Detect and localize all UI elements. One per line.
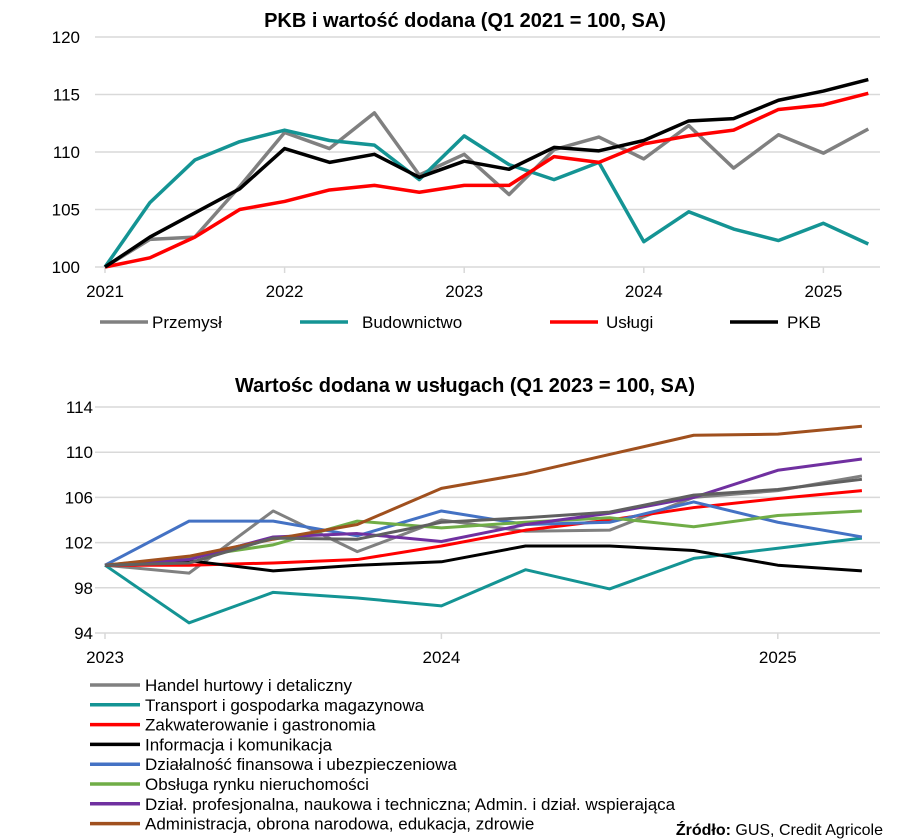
chart-1-series-line-us-ugi	[104, 91, 869, 269]
chart-1-title: PKB i wartość dodana (Q1 2021 = 100, SA)	[264, 10, 666, 32]
chart-2-legend-label: Obsługa rynku nieruchomości	[145, 775, 369, 794]
chart-2-series-line-dzia-alno-finansowa-i-ubezpieczeniowa	[104, 500, 863, 567]
chart-1-x-tick-label: 2021	[86, 282, 124, 301]
chart-1-series-line-pkb	[104, 77, 869, 269]
chart-1-legend-label: PKB	[787, 313, 821, 332]
chart-1-y-tick-label: 110	[53, 143, 80, 162]
chart-2-legend-label: Informacja i komunikacja	[145, 735, 333, 754]
chart-2-legend-label: Dział. profesjonalna, naukowa i technicz…	[145, 795, 676, 814]
chart-2-series-line-administracja-obrona-narodowa-edukacja-zdrowie	[104, 424, 863, 567]
chart-2-x-tick-label: 2025	[759, 648, 797, 667]
chart-1-x-tick-label: 2025	[804, 282, 842, 301]
chart-2-y-tick-label: 98	[74, 579, 93, 598]
source-label: Źródło:	[676, 820, 731, 839]
chart-2-y-tick-label: 110	[66, 443, 93, 462]
chart-2-series-line-unlabeled	[104, 477, 863, 567]
chart-2-y-tick-label: 114	[66, 398, 93, 417]
chart-1-series-line-budownictwo	[103, 128, 870, 269]
chart-2-title: Wartośc dodana w usługach (Q1 2023 = 100…	[235, 375, 695, 397]
chart-1-legend-label: Przemysł	[152, 313, 222, 332]
chart-2-legend-label: Działalność finansowa i ubezpieczeniowa	[145, 755, 457, 774]
chart-1-x-tick-label: 2024	[625, 282, 663, 301]
chart-1-legend-label: Budownictwo	[362, 313, 462, 332]
chart-2-legend-label: Administracja, obrona narodowa, edukacja…	[145, 815, 534, 834]
chart-2-legend-label: Handel hurtowy i detaliczny	[145, 676, 352, 695]
chart-1-y-tick-label: 105	[52, 201, 80, 220]
chart-2-legend-label: Transport i gospodarka magazynowa	[145, 696, 425, 715]
chart-1-series-line-przemys-	[104, 111, 870, 269]
chart-1-y-tick-label: 115	[53, 86, 80, 105]
chart-1: 100 105 110 115 120 2021 2022 2023 2024 2025 Przem…	[52, 28, 880, 332]
chart-2-series-line-informacja-i-komunikacja	[104, 544, 863, 573]
chart-2-series-line-transport-i-gospodarka-magazynowa	[104, 536, 863, 625]
chart-1-y-tick-label: 100	[52, 258, 80, 277]
chart-2-y-tick-label: 106	[65, 488, 93, 507]
chart-2-legend-label: Zakwaterowanie i gastronomia	[145, 716, 376, 735]
chart-1-legend-label: Usługi	[606, 313, 653, 332]
chart-2-series-line-zakwaterowanie-i-gastronomia	[105, 489, 863, 567]
chart-1-x-tick-label: 2022	[266, 282, 304, 301]
chart-2: 94 98 102 106 110 114 2023 2024 2025 Handel hurto…	[65, 398, 880, 834]
chart-2-y-tick-label: 102	[65, 534, 93, 553]
chart-1-x-tick-label: 2023	[445, 282, 483, 301]
chart-2-x-tick-label: 2024	[422, 648, 460, 667]
chart-2-x-tick-label: 2023	[86, 648, 124, 667]
chart-2-y-tick-label: 94	[74, 624, 93, 643]
source-text: GUS, Credit Agricole	[731, 822, 883, 839]
chart-1-y-tick-label: 120	[52, 28, 80, 47]
source-note: Źródło: GUS, Credit Agricole	[676, 820, 883, 839]
